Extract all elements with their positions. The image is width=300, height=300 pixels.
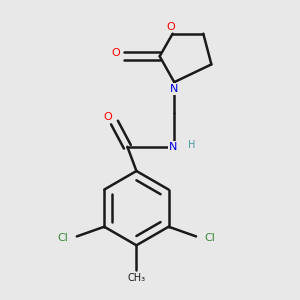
Text: H: H — [188, 140, 196, 150]
Text: Cl: Cl — [204, 233, 215, 243]
Text: Cl: Cl — [58, 233, 69, 243]
Text: CH₃: CH₃ — [128, 273, 146, 283]
Text: N: N — [168, 142, 177, 152]
Text: O: O — [167, 22, 176, 32]
Text: O: O — [112, 48, 121, 58]
Text: O: O — [103, 112, 112, 122]
Text: N: N — [170, 84, 178, 94]
